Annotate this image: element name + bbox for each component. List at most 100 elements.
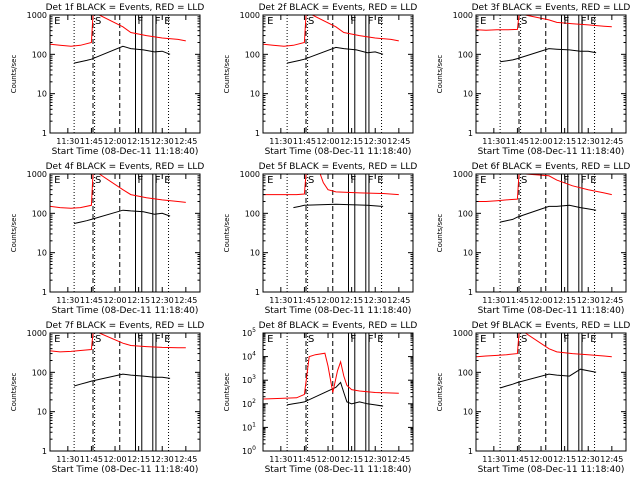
phase-marker-label: E — [164, 334, 170, 345]
x-tick-label: 12:45 — [174, 455, 197, 464]
phase-marker-label: F — [581, 175, 587, 186]
phase-marker-label: S — [308, 175, 314, 186]
plot-frame — [475, 14, 627, 134]
phase-marker-label: S — [521, 175, 527, 186]
x-tick-label: 11:45 — [80, 137, 103, 146]
y-axis-title: Counts/sec — [10, 214, 18, 253]
x-tick-label: 11:30 — [269, 137, 292, 146]
x-axis-title: Start Time (08-Dec-11 11:18:40) — [478, 147, 625, 157]
phase-marker-label: F — [137, 16, 143, 27]
events-series-line — [286, 46, 384, 64]
x-tick-label: 11:30 — [269, 296, 292, 305]
phase-marker-label: F — [368, 16, 374, 27]
x-tick-label: 12:00 — [104, 296, 127, 305]
x-tick-label: 12:00 — [104, 137, 127, 146]
y-tick-label: 10 — [463, 249, 473, 258]
x-axis-title: Start Time (08-Dec-11 11:18:40) — [265, 465, 412, 475]
x-tick-label: 12:15 — [340, 137, 363, 146]
y-tick-label: 100 — [32, 50, 47, 59]
x-tick-label: 12:30 — [364, 455, 387, 464]
x-tick-label: 12:30 — [364, 137, 387, 146]
lld-series-line — [263, 173, 399, 196]
y-tick-label: 103 — [242, 374, 256, 385]
events-series-line — [73, 45, 171, 64]
y-tick-label: 10 — [463, 90, 473, 99]
plot-frame — [49, 173, 201, 293]
phase-marker-label: E — [480, 334, 486, 345]
x-tick-label: 12:45 — [387, 296, 410, 305]
y-tick-label: 101 — [242, 421, 256, 432]
panel-title: Det 6f BLACK = Events, RED = LLD — [472, 162, 631, 172]
phase-marker-label: E — [590, 175, 596, 186]
y-tick-label: 100 — [458, 368, 473, 377]
phase-marker-label: E — [54, 16, 60, 27]
x-tick-label: 12:00 — [317, 296, 340, 305]
events-series-line — [73, 209, 171, 224]
phase-marker-label: E — [54, 175, 60, 186]
events-series-line — [500, 48, 597, 63]
y-tick-label: 104 — [242, 351, 256, 362]
phase-marker-label: S — [95, 16, 101, 27]
phase-marker-label: E — [267, 16, 273, 27]
x-tick-label: 11:30 — [56, 455, 79, 464]
panel-title: Det 9f BLACK = Events, RED = LLD — [472, 321, 631, 331]
x-axis-title: Start Time (08-Dec-11 11:18:40) — [265, 147, 412, 157]
phase-marker-label: S — [521, 334, 527, 345]
y-tick-label: 10 — [463, 408, 473, 417]
x-tick-label: 12:30 — [577, 455, 600, 464]
phase-marker-label: F — [137, 334, 143, 345]
y-tick-label: 10 — [37, 90, 47, 99]
phase-marker-label: F — [563, 175, 569, 186]
x-tick-label: 12:45 — [387, 455, 410, 464]
y-tick-label: 1 — [468, 129, 473, 138]
plot-frame — [475, 332, 627, 452]
panel-title: Det 5f BLACK = Events, RED = LLD — [259, 162, 418, 172]
y-axis-title: Counts/sec — [223, 373, 231, 412]
phase-marker-label: S — [521, 16, 527, 27]
x-tick-label: 11:45 — [506, 137, 529, 146]
phase-marker-label: F — [350, 16, 356, 27]
y-tick-label: 1000 — [240, 170, 260, 179]
y-tick-label: 10 — [250, 249, 260, 258]
x-axis-title: Start Time (08-Dec-11 11:18:40) — [52, 306, 199, 316]
y-axis-title: Counts/sec — [10, 55, 18, 94]
phase-marker-label: E — [54, 334, 60, 345]
x-tick-label: 12:00 — [530, 296, 553, 305]
phase-marker-label: E — [164, 175, 170, 186]
x-tick-label: 12:15 — [340, 296, 363, 305]
x-tick-label: 12:00 — [530, 137, 553, 146]
y-tick-label: 1000 — [27, 170, 47, 179]
phase-marker-label: F — [581, 334, 587, 345]
x-tick-label: 11:45 — [506, 296, 529, 305]
y-tick-label: 100 — [32, 209, 47, 218]
phase-marker-label: S — [308, 334, 314, 345]
x-tick-label: 11:30 — [482, 137, 505, 146]
x-tick-label: 12:00 — [104, 455, 127, 464]
y-tick-label: 1 — [255, 129, 260, 138]
y-tick-label: 1 — [468, 288, 473, 297]
events-series-line — [499, 204, 597, 223]
x-tick-label: 11:45 — [293, 137, 316, 146]
x-tick-label: 11:45 — [506, 455, 529, 464]
plot-frame — [262, 14, 414, 134]
x-tick-label: 12:15 — [553, 455, 576, 464]
x-tick-label: 12:30 — [151, 137, 174, 146]
y-tick-label: 100 — [458, 209, 473, 218]
phase-marker-label: F — [581, 16, 587, 27]
phase-marker-label: E — [164, 16, 170, 27]
events-series-line — [499, 368, 597, 389]
y-tick-label: 1 — [42, 129, 47, 138]
x-tick-label: 12:45 — [600, 296, 623, 305]
events-series-line — [287, 381, 384, 407]
x-tick-label: 12:30 — [151, 455, 174, 464]
panel-title: Det 7f BLACK = Events, RED = LLD — [46, 321, 205, 331]
phase-marker-label: E — [377, 334, 383, 345]
x-axis-title: Start Time (08-Dec-11 11:18:40) — [52, 147, 199, 157]
panel-title: Det 2f BLACK = Events, RED = LLD — [259, 3, 418, 13]
phase-marker-label: E — [590, 16, 596, 27]
